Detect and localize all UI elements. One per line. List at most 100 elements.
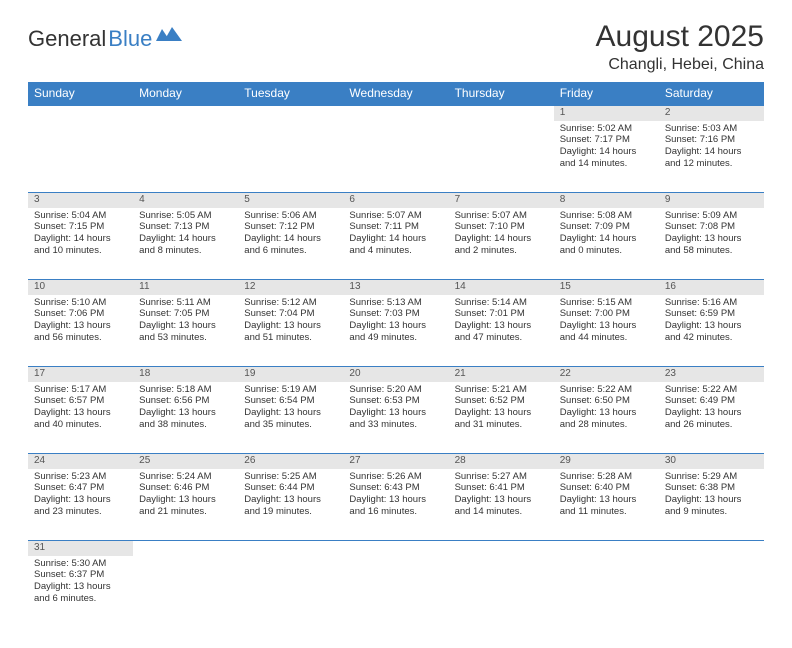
week-row: Sunrise: 5:04 AMSunset: 7:15 PMDaylight:… <box>28 208 764 280</box>
daylight-text: Daylight: 13 hours and 26 minutes. <box>665 407 758 431</box>
day-number-cell: 28 <box>449 454 554 469</box>
sunset-text: Sunset: 6:38 PM <box>665 482 758 494</box>
day-number-cell: 24 <box>28 454 133 469</box>
sunrise-text: Sunrise: 5:22 AM <box>665 384 758 396</box>
day-number-cell <box>238 541 343 556</box>
sunset-text: Sunset: 6:57 PM <box>34 395 127 407</box>
sunset-text: Sunset: 7:09 PM <box>560 221 653 233</box>
sunrise-text: Sunrise: 5:07 AM <box>455 210 548 222</box>
week-row: Sunrise: 5:30 AMSunset: 6:37 PMDaylight:… <box>28 556 764 628</box>
week-row: Sunrise: 5:17 AMSunset: 6:57 PMDaylight:… <box>28 382 764 454</box>
daylight-text: Daylight: 13 hours and 44 minutes. <box>560 320 653 344</box>
week-row: Sunrise: 5:10 AMSunset: 7:06 PMDaylight:… <box>28 295 764 367</box>
weekday-header: Saturday <box>659 82 764 105</box>
day-number-cell: 2 <box>659 105 764 121</box>
daynum-row: 10111213141516 <box>28 280 764 295</box>
day-cell <box>343 556 448 628</box>
day-cell: Sunrise: 5:25 AMSunset: 6:44 PMDaylight:… <box>238 469 343 541</box>
daylight-text: Daylight: 13 hours and 56 minutes. <box>34 320 127 344</box>
day-number-cell: 31 <box>28 541 133 556</box>
day-number-cell <box>554 541 659 556</box>
daylight-text: Daylight: 14 hours and 4 minutes. <box>349 233 442 257</box>
sunrise-text: Sunrise: 5:10 AM <box>34 297 127 309</box>
day-cell: Sunrise: 5:04 AMSunset: 7:15 PMDaylight:… <box>28 208 133 280</box>
daylight-text: Daylight: 13 hours and 49 minutes. <box>349 320 442 344</box>
daylight-text: Daylight: 13 hours and 28 minutes. <box>560 407 653 431</box>
week-row: Sunrise: 5:02 AMSunset: 7:17 PMDaylight:… <box>28 121 764 193</box>
day-cell: Sunrise: 5:14 AMSunset: 7:01 PMDaylight:… <box>449 295 554 367</box>
sunset-text: Sunset: 7:17 PM <box>560 134 653 146</box>
daylight-text: Daylight: 13 hours and 11 minutes. <box>560 494 653 518</box>
day-cell: Sunrise: 5:08 AMSunset: 7:09 PMDaylight:… <box>554 208 659 280</box>
sunrise-text: Sunrise: 5:24 AM <box>139 471 232 483</box>
daylight-text: Daylight: 13 hours and 58 minutes. <box>665 233 758 257</box>
day-cell <box>238 121 343 193</box>
day-number-cell: 10 <box>28 280 133 295</box>
daylight-text: Daylight: 14 hours and 10 minutes. <box>34 233 127 257</box>
daynum-row: 31 <box>28 541 764 556</box>
day-number-cell: 5 <box>238 193 343 208</box>
sunset-text: Sunset: 7:01 PM <box>455 308 548 320</box>
sunset-text: Sunset: 7:04 PM <box>244 308 337 320</box>
sunset-text: Sunset: 7:11 PM <box>349 221 442 233</box>
day-cell: Sunrise: 5:07 AMSunset: 7:10 PMDaylight:… <box>449 208 554 280</box>
day-number-cell: 16 <box>659 280 764 295</box>
day-number-cell: 25 <box>133 454 238 469</box>
day-number-cell: 13 <box>343 280 448 295</box>
daylight-text: Daylight: 13 hours and 40 minutes. <box>34 407 127 431</box>
daylight-text: Daylight: 14 hours and 6 minutes. <box>244 233 337 257</box>
day-cell: Sunrise: 5:10 AMSunset: 7:06 PMDaylight:… <box>28 295 133 367</box>
sunrise-text: Sunrise: 5:22 AM <box>560 384 653 396</box>
day-number-cell: 29 <box>554 454 659 469</box>
day-number-cell <box>343 541 448 556</box>
day-cell: Sunrise: 5:29 AMSunset: 6:38 PMDaylight:… <box>659 469 764 541</box>
logo-text-blue: Blue <box>108 26 152 52</box>
daynum-row: 12 <box>28 105 764 121</box>
day-number-cell: 17 <box>28 367 133 382</box>
sunset-text: Sunset: 6:41 PM <box>455 482 548 494</box>
sunset-text: Sunset: 7:05 PM <box>139 308 232 320</box>
day-number-cell <box>449 541 554 556</box>
day-cell: Sunrise: 5:17 AMSunset: 6:57 PMDaylight:… <box>28 382 133 454</box>
day-cell <box>133 121 238 193</box>
sunset-text: Sunset: 7:06 PM <box>34 308 127 320</box>
sunrise-text: Sunrise: 5:28 AM <box>560 471 653 483</box>
day-cell: Sunrise: 5:23 AMSunset: 6:47 PMDaylight:… <box>28 469 133 541</box>
daylight-text: Daylight: 13 hours and 51 minutes. <box>244 320 337 344</box>
day-number-cell: 1 <box>554 105 659 121</box>
daylight-text: Daylight: 13 hours and 47 minutes. <box>455 320 548 344</box>
sunrise-text: Sunrise: 5:15 AM <box>560 297 653 309</box>
day-number-cell: 11 <box>133 280 238 295</box>
day-number-cell: 22 <box>554 367 659 382</box>
day-number-cell: 15 <box>554 280 659 295</box>
sunset-text: Sunset: 7:12 PM <box>244 221 337 233</box>
weekday-header: Sunday <box>28 82 133 105</box>
page-title: August 2025 <box>596 20 764 54</box>
sunset-text: Sunset: 7:10 PM <box>455 221 548 233</box>
sunrise-text: Sunrise: 5:19 AM <box>244 384 337 396</box>
sunrise-text: Sunrise: 5:29 AM <box>665 471 758 483</box>
sunset-text: Sunset: 7:13 PM <box>139 221 232 233</box>
day-cell: Sunrise: 5:09 AMSunset: 7:08 PMDaylight:… <box>659 208 764 280</box>
daylight-text: Daylight: 13 hours and 38 minutes. <box>139 407 232 431</box>
weekday-header: Friday <box>554 82 659 105</box>
day-cell: Sunrise: 5:12 AMSunset: 7:04 PMDaylight:… <box>238 295 343 367</box>
sunrise-text: Sunrise: 5:18 AM <box>139 384 232 396</box>
day-cell: Sunrise: 5:24 AMSunset: 6:46 PMDaylight:… <box>133 469 238 541</box>
sunset-text: Sunset: 6:40 PM <box>560 482 653 494</box>
day-number-cell <box>238 105 343 121</box>
day-cell: Sunrise: 5:22 AMSunset: 6:49 PMDaylight:… <box>659 382 764 454</box>
day-number-cell: 18 <box>133 367 238 382</box>
sunset-text: Sunset: 6:50 PM <box>560 395 653 407</box>
day-cell: Sunrise: 5:27 AMSunset: 6:41 PMDaylight:… <box>449 469 554 541</box>
sunrise-text: Sunrise: 5:20 AM <box>349 384 442 396</box>
location-label: Changli, Hebei, China <box>596 56 764 74</box>
sunset-text: Sunset: 6:56 PM <box>139 395 232 407</box>
calendar-table: Sunday Monday Tuesday Wednesday Thursday… <box>28 82 764 628</box>
sunset-text: Sunset: 6:46 PM <box>139 482 232 494</box>
day-number-cell: 14 <box>449 280 554 295</box>
daylight-text: Daylight: 13 hours and 6 minutes. <box>34 581 127 605</box>
daylight-text: Daylight: 13 hours and 53 minutes. <box>139 320 232 344</box>
day-cell: Sunrise: 5:28 AMSunset: 6:40 PMDaylight:… <box>554 469 659 541</box>
day-cell <box>659 556 764 628</box>
